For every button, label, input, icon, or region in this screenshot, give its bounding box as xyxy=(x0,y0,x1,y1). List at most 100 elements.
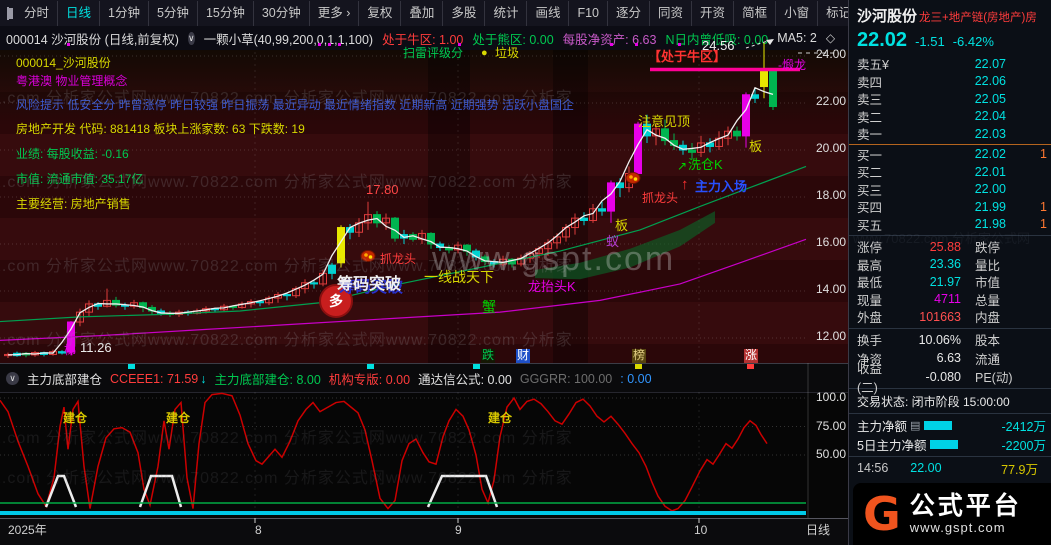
stat-row2-3: 收益(二) -0.080 PE(动) xyxy=(849,362,1051,395)
level-label: 卖三 xyxy=(857,93,883,108)
level-price: 22.03 xyxy=(974,126,1006,141)
buy-row-2[interactable]: 买二 22.01 xyxy=(849,163,1051,181)
trade-status: 交易状态: 闭市阶段 15:00:00 xyxy=(857,394,1010,409)
menu-item-3[interactable]: 1分钟 xyxy=(100,0,149,26)
gspt-logo-url: www.gspt.com xyxy=(909,520,1006,536)
sell-row-2[interactable]: 卖四 22.06 xyxy=(849,73,1051,91)
stat-value: -0.080 xyxy=(925,369,961,384)
level-price: 22.07 xyxy=(974,56,1006,71)
money-flow-block: 主力净额 ▤ -2412万 5日主力净额 -2200万 xyxy=(849,416,1051,454)
tick-price: 22.00 xyxy=(910,461,942,475)
buy-row-3[interactable]: 买三 22.00 xyxy=(849,181,1051,199)
stat-row-2: 最高 23.36 量比 xyxy=(849,256,1051,274)
stat-value: 101663 xyxy=(919,309,961,324)
infobar-item-5: 处于熊区: 0.00 xyxy=(472,32,554,47)
infobar-item-6: 每股净资产: 6.63 xyxy=(562,32,657,47)
indicator-header-item-1[interactable]: 主力底部建仓 xyxy=(27,373,103,387)
buy-row-5[interactable]: 买五 21.98 1 xyxy=(849,216,1051,234)
money-flow-row-2: 5日主力净额 -2200万 xyxy=(849,435,1051,454)
stat-label: 净资 xyxy=(857,352,883,367)
menu-item-12[interactable]: 画线 xyxy=(527,0,570,26)
infobar-item-4: 处于牛区: 1.00 xyxy=(382,32,464,47)
chart-top-shade xyxy=(0,50,848,125)
stat-row-4: 现量 4711 总量 2 xyxy=(849,291,1051,309)
gspt-logo-g-icon: G xyxy=(863,487,901,541)
flow-label: 主力净额 xyxy=(857,420,908,434)
flow-label: 5日主力净额 xyxy=(857,439,927,453)
menu-item-5[interactable]: 15分钟 xyxy=(198,0,254,26)
tick-time: 14:56 xyxy=(857,461,889,475)
menu-item-1[interactable]: 分时 xyxy=(16,0,59,26)
indicator-header: ∨ 主力底部建仓 CCEEE1: 71.59 ↓ 主力底部建仓: 8.00 机构专版: 0… xyxy=(0,363,854,393)
diamond-icon: ◇ xyxy=(825,31,836,45)
x-axis xyxy=(0,518,848,545)
stock-dropdown-icon[interactable]: ∨ xyxy=(187,31,195,45)
flow-value: -2412万 xyxy=(1001,420,1046,434)
level-label: 买四 xyxy=(857,201,883,216)
menu-item-17[interactable]: 简框 xyxy=(734,0,777,26)
stat-label: 外盘 xyxy=(857,311,883,326)
menu-item-6[interactable]: 30分钟 xyxy=(254,0,310,26)
indicator-header-item-3: ↓ xyxy=(200,371,207,386)
chart-dark-band xyxy=(428,50,470,363)
infobar-item-1: 000014 沙河股份 (日线,前复权) xyxy=(6,32,179,47)
stat-value: 4711 xyxy=(934,292,961,307)
menu-item-8[interactable]: 复权 xyxy=(359,0,402,26)
quote-sector-tag: 龙三+地产链(房地产)房 xyxy=(919,12,1037,24)
indicator-header-item-8: : 0.00 xyxy=(620,371,652,386)
divider xyxy=(849,388,1051,389)
window-layout-icon[interactable] xyxy=(7,6,13,20)
indicator-dropdown-icon[interactable]: ∨ xyxy=(6,372,19,385)
stat-row-5: 外盘 101663 内盘 1 xyxy=(849,308,1051,326)
menu-item-7[interactable]: 更多 › xyxy=(310,0,360,26)
menu-item-13[interactable]: F10 xyxy=(569,0,609,26)
bid-ask-divider xyxy=(849,143,1051,145)
stat-label: 换手 xyxy=(857,334,883,349)
gspt-logo-title: 公式平台 xyxy=(909,491,1022,520)
indicator-header-item-2: CCEEE1: 71.59 xyxy=(110,371,199,386)
stat-label: 最高 xyxy=(857,258,883,273)
level-label: 买三 xyxy=(857,183,883,198)
stat-label: 股本 xyxy=(975,334,1001,349)
menu-item-9[interactable]: 叠加 xyxy=(401,0,444,26)
money-flow-row-1: 主力净额 ▤ -2412万 xyxy=(849,416,1051,435)
menu-item-4[interactable]: 5分钟 xyxy=(149,0,198,26)
stat-label: 跌停 xyxy=(975,241,1001,256)
flow-list-icon[interactable]: ▤ xyxy=(910,420,921,432)
price-chart[interactable] xyxy=(0,50,848,363)
quote-change-pct: -6.42% xyxy=(952,34,994,49)
indicator-header-item-5: 机构专版: 0.00 xyxy=(328,373,411,387)
stat-label: 流通 xyxy=(975,352,1001,367)
indicator-plot[interactable] xyxy=(0,392,848,519)
quote-change: -1.51 xyxy=(915,34,945,49)
menu-item-10[interactable]: 多股 xyxy=(443,0,486,26)
indicator-header-item-7: GGGRR: 100.00 xyxy=(519,371,613,386)
stat-value: 10.06% xyxy=(918,332,961,347)
stat-row-1: 涨停 25.88 跌停 xyxy=(849,238,1051,256)
sell-row-1[interactable]: 卖五¥ 22.07 xyxy=(849,55,1051,73)
divider xyxy=(849,456,1051,457)
level-price: 22.05 xyxy=(974,91,1006,106)
menu-item-14[interactable]: 逐分 xyxy=(608,0,651,26)
menu-item-15[interactable]: 同资 xyxy=(650,0,693,26)
level-price: 21.99 xyxy=(974,199,1006,214)
buy-row-1[interactable]: 买一 22.02 1 xyxy=(849,146,1051,164)
infobar-item-8: MA5: 2 xyxy=(777,31,817,45)
menu-item-2[interactable]: 日线 xyxy=(58,0,101,26)
stat-label: 内盘 xyxy=(975,311,1001,326)
menu-item-18[interactable]: 小窗 xyxy=(776,0,819,26)
level-label: 买五 xyxy=(857,218,883,233)
stat-value: 2 xyxy=(1023,292,1051,306)
gspt-logo: G 公式平台 www.gspt.com xyxy=(853,483,1051,545)
stat-value: 23.36 xyxy=(929,257,961,272)
sell-row-4[interactable]: 卖二 22.04 xyxy=(849,108,1051,126)
buy-row-4[interactable]: 买四 21.99 1 xyxy=(849,198,1051,216)
sell-row-5[interactable]: 卖一 22.03 xyxy=(849,125,1051,143)
menu-item-16[interactable]: 开资 xyxy=(692,0,735,26)
menu-item-11[interactable]: 统计 xyxy=(485,0,528,26)
infobar-item-7: N日内曾低吸: 0.00 xyxy=(665,32,769,47)
flow-bar xyxy=(924,421,953,430)
last-tick-row: 14:56 22.00 77.9万 xyxy=(849,459,1051,477)
sell-row-3[interactable]: 卖三 22.05 xyxy=(849,90,1051,108)
